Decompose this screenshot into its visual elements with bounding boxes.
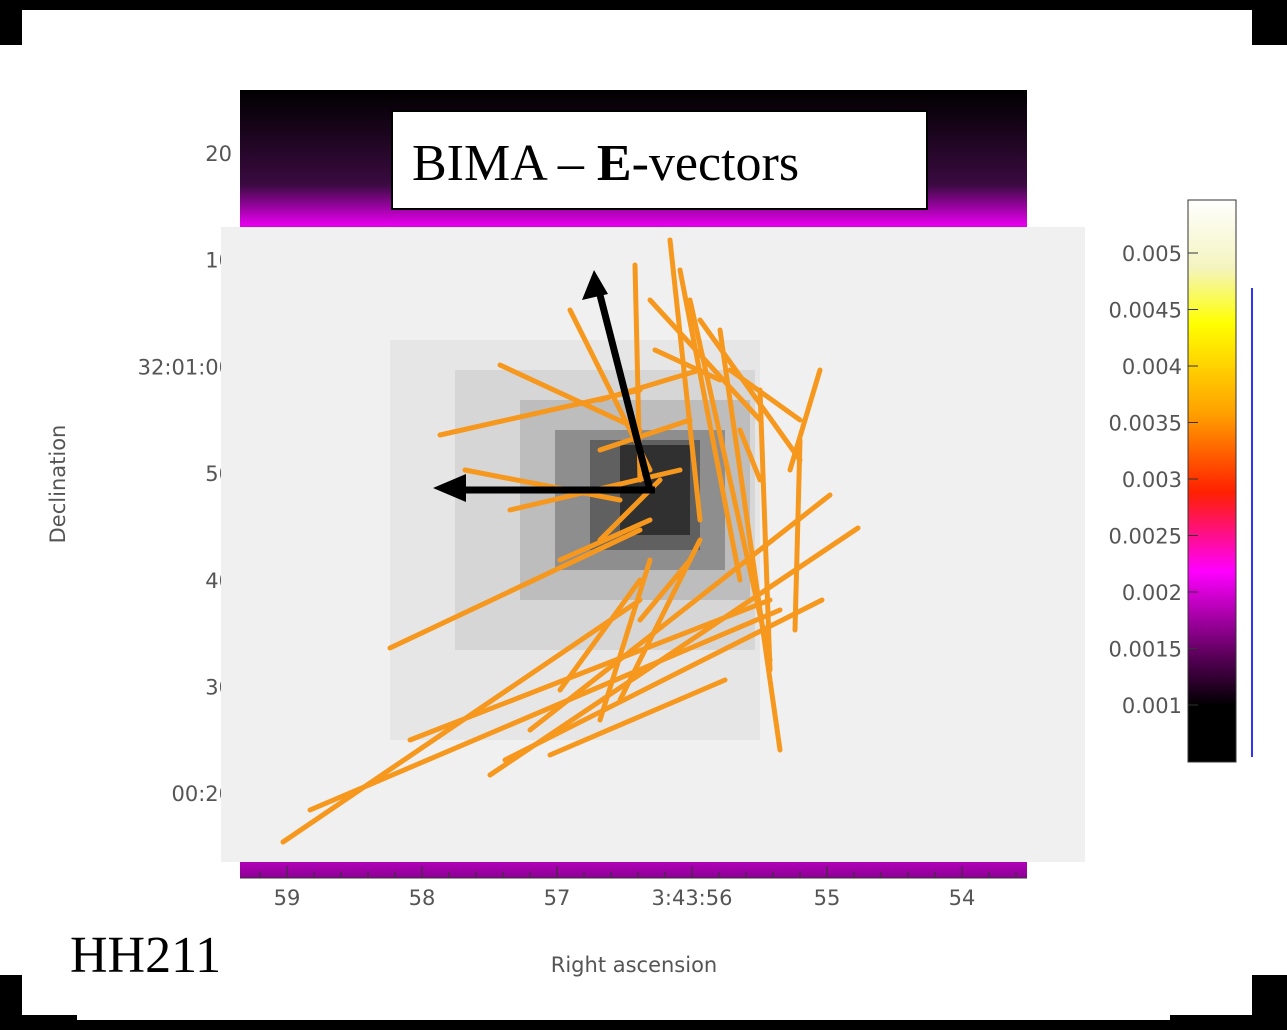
page: {"slide": {"title": {"prefix": "BIMA – "… xyxy=(0,0,1287,1030)
x-tick-label: 57 xyxy=(544,886,571,910)
x-tick-label: 54 xyxy=(949,886,976,910)
colorbar-tick-label: 0.0025 xyxy=(1109,525,1182,549)
slide: 201032:01:0050403000:20 BIMA – E-ve xyxy=(0,0,1287,1030)
colorbar-tick-label: 0.005 xyxy=(1122,242,1182,266)
colorbar-ticks: 0.005 0.0045 0.004 0.0035 0.003 0.0025 0.002 0.… xyxy=(1109,242,1198,718)
y-axis-label: Declination xyxy=(46,425,70,544)
x-tick-label: 3:43:56 xyxy=(652,886,733,910)
x-axis-label: Right ascension xyxy=(551,953,718,977)
colorbar-tick-label: 0.001 xyxy=(1122,694,1182,718)
colorbar-tick-label: 0.003 xyxy=(1122,468,1182,492)
colorbar-tick-label: 0.0035 xyxy=(1109,412,1182,436)
colorbar-tick-label: 0.004 xyxy=(1122,355,1182,379)
x-tick-label: 58 xyxy=(409,886,436,910)
object-label: HH211 xyxy=(70,927,221,984)
colorbar-tick-label: 0.0045 xyxy=(1109,299,1182,323)
colorbar xyxy=(1188,200,1236,762)
y-tick-label: 32:01:00 xyxy=(138,355,232,379)
colorbar-tick-label: 0.0015 xyxy=(1109,638,1182,662)
y-tick-label: 20 xyxy=(205,142,232,166)
title: BIMA – E-vectors xyxy=(412,135,799,192)
overlay-image xyxy=(221,227,1085,862)
image-edge xyxy=(240,862,1027,878)
title-bold: E xyxy=(597,135,632,192)
title-prefix: BIMA – xyxy=(412,135,597,192)
x-tick-label: 55 xyxy=(814,886,841,910)
title-suffix: -vectors xyxy=(632,135,799,192)
colorbar-tick-label: 0.002 xyxy=(1122,581,1182,605)
x-tick-label: 59 xyxy=(274,886,301,910)
